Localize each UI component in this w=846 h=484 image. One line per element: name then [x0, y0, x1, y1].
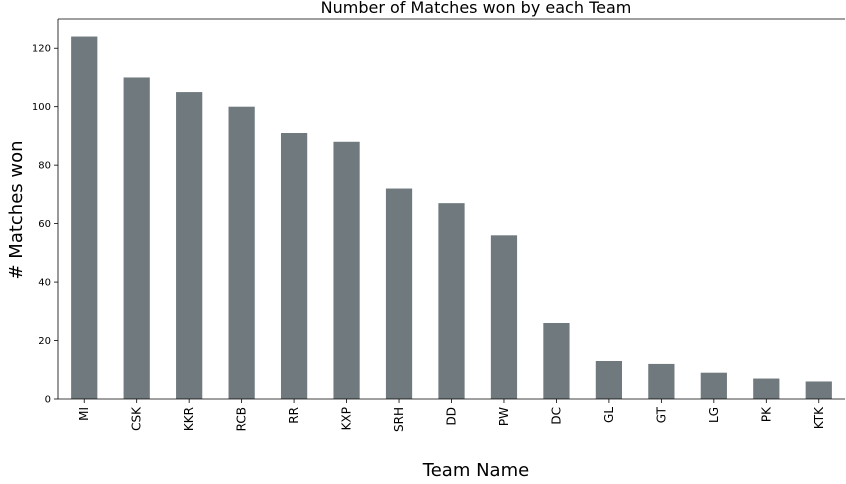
axes-group: [57, 18, 845, 400]
y-tick-label-120: 120: [32, 44, 51, 55]
x-tick-label-dc: DC: [549, 407, 563, 425]
bar-csk: [123, 77, 150, 400]
x-tick-label-ktk: KTK: [812, 406, 826, 429]
bar-kkr: [176, 92, 203, 399]
x-tick-label-mi: MI: [77, 407, 91, 421]
x-tick-label-dd: DD: [445, 407, 459, 425]
chart-title: Number of Matches won by each Team: [321, 0, 632, 17]
y-tick-label-80: 80: [38, 161, 51, 172]
y-axis-title: # Matches won: [6, 140, 27, 279]
bar-rr: [280, 133, 308, 399]
x-axis-title: Team Name: [422, 460, 529, 481]
x-tick-label-kkr: KKR: [182, 407, 196, 431]
bar-mi: [71, 36, 98, 399]
y-tick-label-20: 20: [38, 336, 51, 347]
bar-srh: [385, 188, 413, 399]
x-tick-label-rr: RR: [287, 407, 301, 424]
x-tick-label-pw: PW: [497, 407, 511, 426]
bars-group: [71, 36, 832, 400]
x-tick-label-gt: GT: [654, 406, 668, 423]
y-tick-label-100: 100: [32, 102, 51, 113]
y-tick-label-40: 40: [38, 278, 51, 289]
bar-gt: [648, 363, 675, 399]
y-tick-label-0: 0: [45, 395, 51, 406]
y-axis-ticks: 0 20 40 60 80 100 120: [32, 44, 58, 406]
bar-lg: [700, 372, 727, 399]
x-tick-label-kxp: KXP: [340, 407, 354, 430]
x-tick-label-lg: LG: [707, 407, 721, 423]
bar-gl: [595, 361, 623, 399]
bar-ktk: [805, 381, 832, 399]
bar-pk: [753, 378, 780, 399]
x-tick-label-rcb: RCB: [235, 407, 249, 431]
x-tick-label-pk: PK: [759, 406, 773, 422]
x-tick-label-gl: GL: [602, 407, 616, 423]
bar-rcb: [228, 106, 255, 399]
y-tick-label-60: 60: [38, 219, 51, 230]
bar-kxp: [333, 141, 360, 399]
bar-dd: [438, 203, 465, 399]
x-axis-ticks: MI CSK KKR RCB RR KXP SRH DD PW DC GL GT LG PK KTK: [77, 399, 826, 432]
x-tick-label-srh: SRH: [392, 407, 406, 432]
bar-dc: [543, 323, 570, 399]
x-tick-label-csk: CSK: [130, 406, 144, 431]
bar-pw: [490, 235, 518, 399]
